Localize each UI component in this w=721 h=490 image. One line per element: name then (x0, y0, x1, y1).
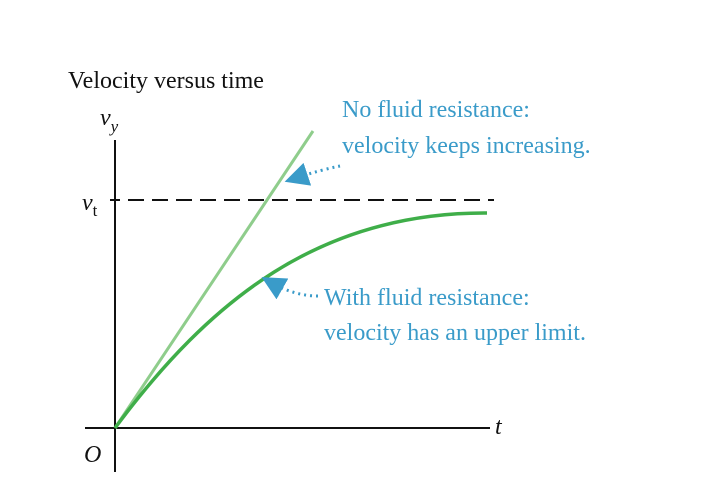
annotation-line: No fluid resistance: (342, 97, 530, 123)
origin-label: O (84, 442, 101, 468)
annotation-line: velocity keeps increasing. (342, 133, 591, 159)
resistance-curve (113, 211, 488, 430)
title: Velocity versus time (68, 68, 264, 94)
annotation-arrow (261, 277, 319, 300)
annotation-line: With fluid resistance: (324, 285, 530, 311)
no-resistance-line (113, 130, 315, 429)
annotation-arrow (284, 162, 341, 186)
y-axis-label: vy (100, 105, 119, 136)
annotation-line: velocity has an upper limit. (324, 320, 586, 346)
x-axis-label: t (495, 414, 503, 440)
terminal-velocity-label: vt (82, 190, 98, 220)
